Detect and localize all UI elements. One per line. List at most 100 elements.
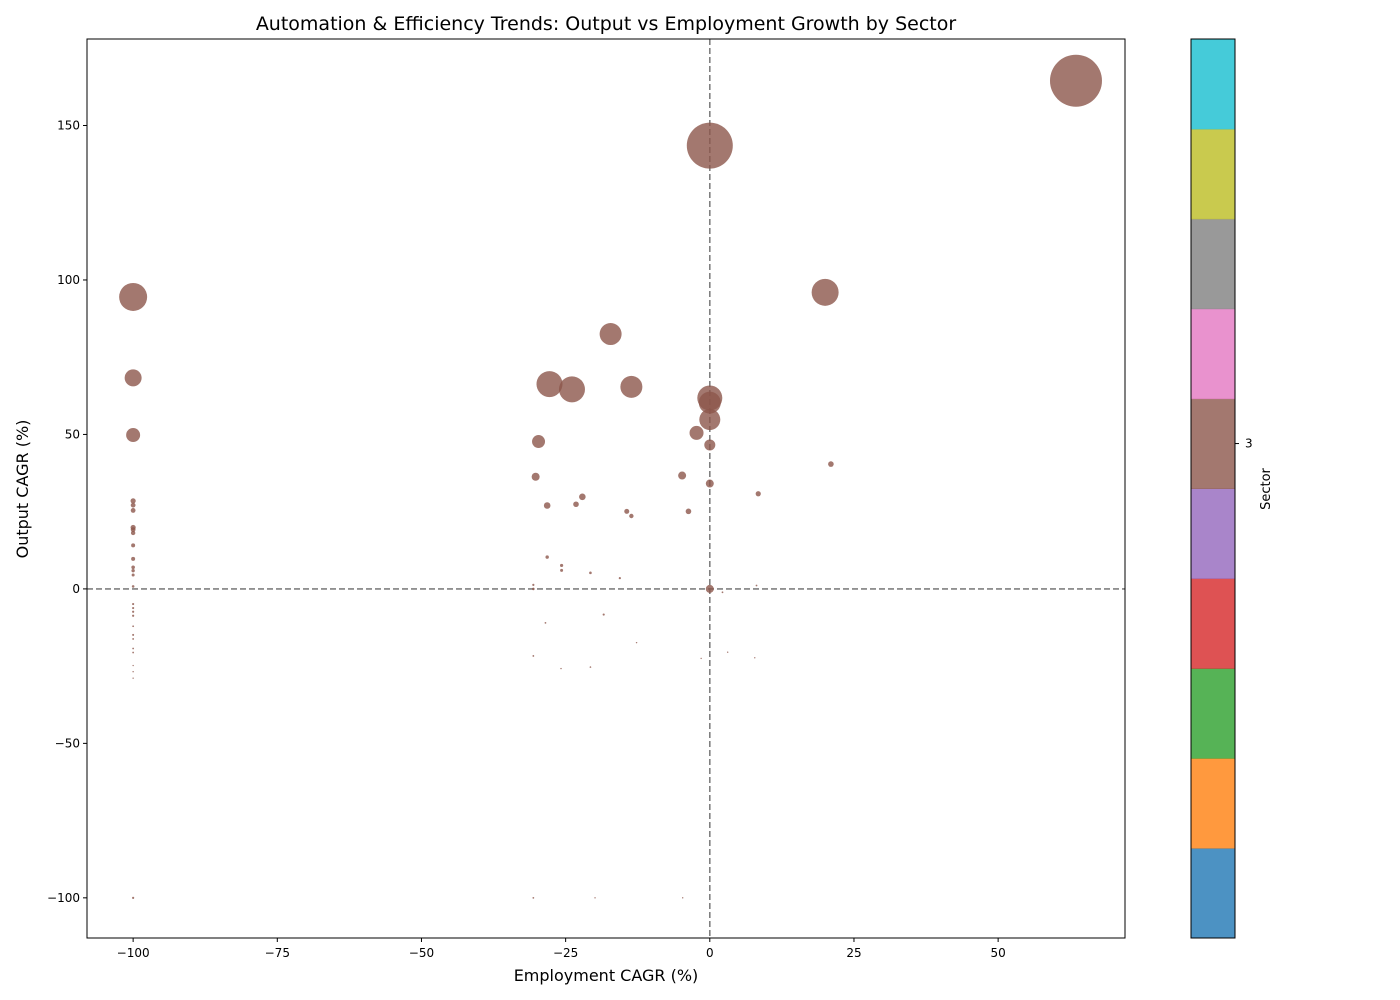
x-tick-label: −75: [265, 946, 290, 960]
data-point: [131, 565, 135, 570]
data-point: [635, 641, 638, 644]
colorbar: 3: [1190, 38, 1253, 939]
colorbar-segment: [1191, 128, 1235, 220]
colorbar-segment: [1191, 39, 1235, 130]
data-point: [1049, 54, 1102, 107]
y-axis-title: Output CAGR (%): [13, 420, 32, 559]
data-point: [599, 323, 622, 346]
data-point: [629, 513, 634, 519]
data-point: [828, 461, 834, 467]
data-point: [532, 587, 535, 591]
colorbar-segment: [1191, 308, 1235, 400]
data-point: [124, 369, 142, 387]
x-tick-label: 50: [990, 946, 1005, 960]
data-point: [559, 563, 564, 568]
data-point: [700, 657, 702, 660]
data-point: [130, 530, 136, 536]
data-point: [754, 657, 756, 659]
colorbar-tick-label: 3: [1245, 437, 1253, 451]
colorbar-segment: [1191, 398, 1235, 489]
data-point: [698, 391, 721, 414]
data-point: [589, 571, 592, 575]
data-point: [132, 647, 135, 650]
x-axis-title: Employment CAGR (%): [514, 966, 699, 985]
colorbar-segment: [1191, 668, 1235, 759]
data-point: [132, 610, 135, 613]
data-point: [132, 896, 135, 899]
data-point: [532, 435, 546, 449]
data-point: [755, 584, 758, 587]
data-point: [132, 614, 135, 617]
data-point: [594, 897, 596, 899]
data-point: [681, 897, 684, 899]
plot-area: [87, 39, 1125, 938]
colorbar-segment: [1191, 578, 1235, 669]
data-point: [544, 621, 547, 624]
colorbar-segment: [1191, 758, 1235, 849]
data-point: [126, 428, 141, 443]
data-point: [131, 573, 135, 577]
data-point: [531, 472, 540, 481]
data-point: [705, 584, 714, 593]
data-point: [132, 633, 135, 636]
data-points: [119, 54, 1102, 899]
chart-title: Automation & Efficiency Trends: Output v…: [256, 13, 957, 35]
data-point: [132, 638, 135, 640]
y-tick-label: 0: [72, 582, 80, 596]
y-axis-ticks: −100 −50 0 50 100 150: [47, 119, 87, 905]
plot-frame: [86, 38, 1126, 939]
data-point: [131, 556, 136, 561]
x-tick-label: −25: [553, 946, 578, 960]
data-point: [130, 527, 136, 532]
data-point: [131, 543, 136, 548]
data-point: [811, 278, 839, 306]
data-point: [536, 371, 563, 398]
colorbar-segment: [1191, 488, 1235, 579]
data-point: [689, 425, 704, 440]
x-tick-label: 0: [706, 946, 714, 960]
data-point: [532, 655, 535, 657]
data-point: [602, 613, 605, 616]
colorbar-label: Sector: [1259, 467, 1274, 509]
data-point: [543, 502, 551, 509]
data-point: [589, 666, 592, 668]
colorbar-segment: [1191, 218, 1235, 310]
reference-lines: [87, 39, 1125, 938]
x-tick-label: 25: [846, 946, 861, 960]
data-point: [705, 479, 714, 488]
data-point: [545, 555, 549, 559]
data-point: [686, 122, 733, 169]
y-tick-label: 50: [65, 427, 80, 441]
data-point: [131, 585, 135, 588]
data-point: [726, 651, 729, 653]
data-point: [558, 376, 585, 403]
data-point: [132, 677, 134, 679]
data-point: [532, 583, 535, 586]
data-point: [130, 508, 136, 513]
data-point: [560, 667, 562, 670]
data-point: [620, 375, 643, 398]
data-point: [130, 502, 136, 508]
data-point: [132, 606, 135, 610]
data-point: [755, 491, 761, 497]
data-point: [704, 439, 716, 451]
data-point: [699, 409, 721, 431]
data-point: [532, 896, 535, 899]
data-point: [131, 568, 135, 573]
data-point: [132, 670, 134, 673]
colorbar-segment: [1191, 848, 1235, 939]
data-point: [132, 651, 135, 654]
data-point: [624, 508, 630, 514]
y-tick-label: −50: [55, 736, 80, 750]
data-point: [132, 625, 135, 628]
x-tick-label: −100: [117, 946, 150, 960]
data-point: [579, 493, 586, 501]
data-point: [132, 664, 134, 667]
data-point: [678, 471, 687, 480]
data-point: [119, 282, 148, 311]
y-tick-label: 150: [57, 119, 80, 133]
data-point: [560, 568, 564, 572]
data-point: [618, 576, 621, 580]
data-point: [132, 602, 135, 606]
